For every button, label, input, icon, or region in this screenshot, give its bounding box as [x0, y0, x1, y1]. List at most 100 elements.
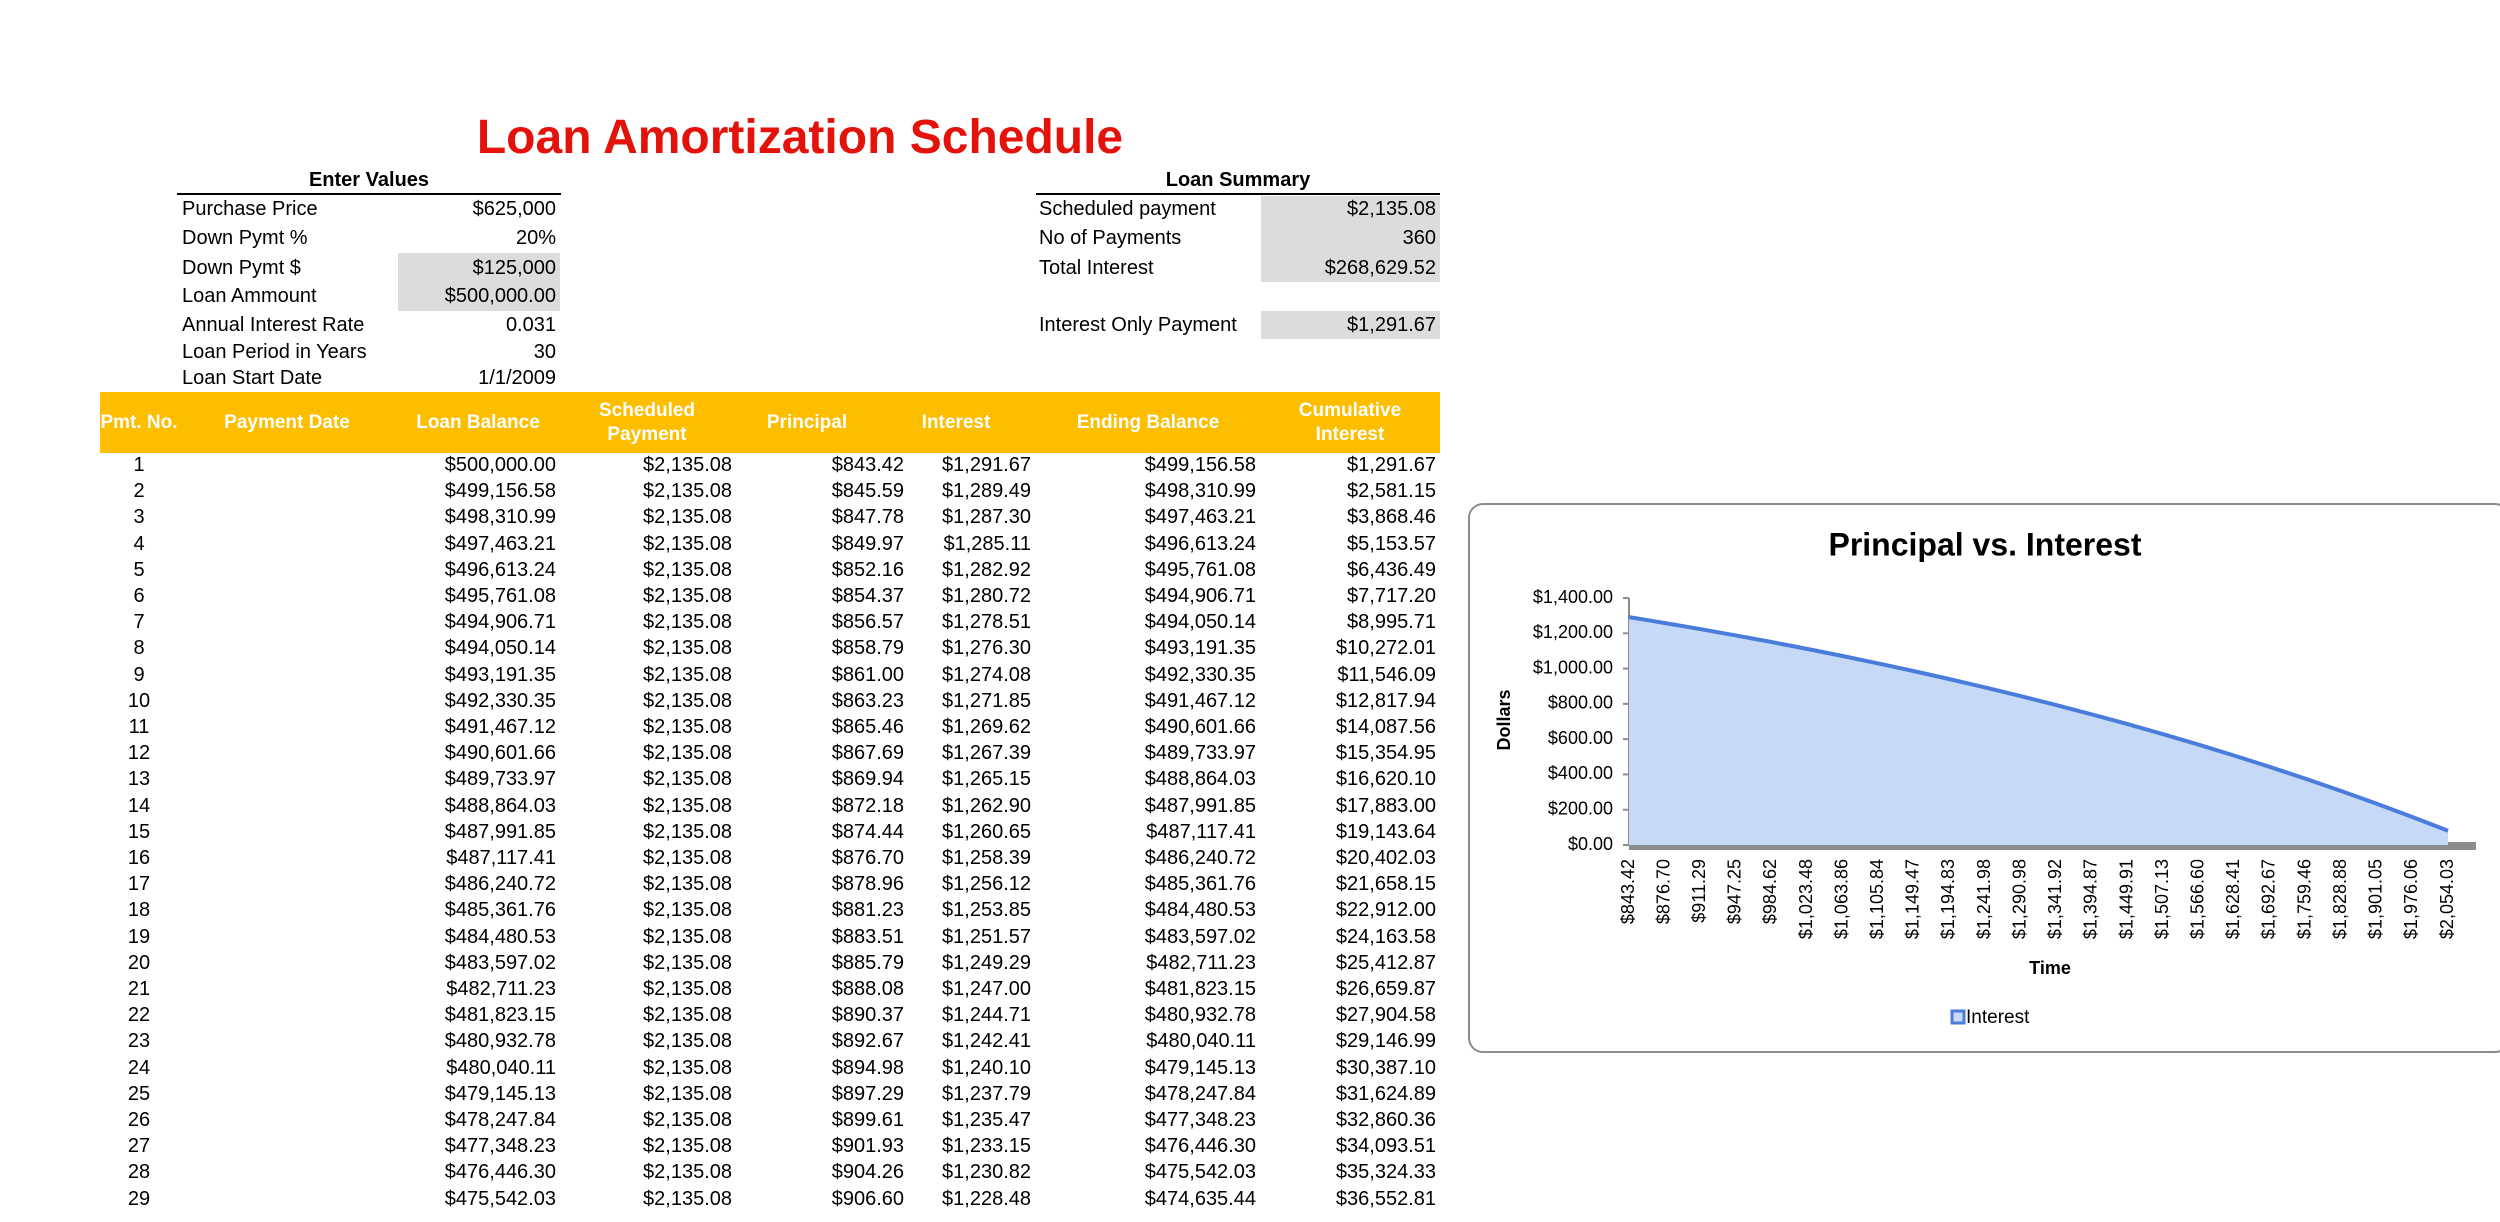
y-tick-label: $200.00: [1548, 798, 1613, 818]
inputs-title: Enter Values: [308, 169, 430, 191]
table-cell: $480,932.78: [444, 1030, 556, 1053]
table-cell: $2,135.08: [643, 925, 732, 948]
table-cell: $475,542.03: [444, 1187, 556, 1210]
table-cell: $499,156.58: [1144, 454, 1256, 476]
table-cell: $1,230.82: [942, 1161, 1031, 1184]
table-cell: $1,260.65: [942, 820, 1031, 843]
table-cell: $1,237.79: [942, 1082, 1031, 1105]
table-cell: 8: [133, 637, 145, 660]
table-cell: 2: [133, 480, 145, 503]
table-cell: $480,040.11: [446, 1056, 556, 1079]
table-cell: $881.23: [831, 899, 904, 922]
table-cell: $847.78: [831, 506, 904, 529]
table-cell: 14: [127, 794, 151, 817]
table-cell: $491,467.12: [444, 716, 556, 738]
table-cell: 6: [133, 585, 145, 607]
x-tick-label: $947.25: [1725, 859, 1745, 924]
y-tick-label: $1,400.00: [1533, 587, 1613, 607]
summary-value: $1,291.67: [1347, 314, 1436, 336]
table-cell: $1,228.48: [942, 1187, 1031, 1210]
x-tick-label: $1,023.48: [1796, 859, 1816, 939]
table-cell: $1,285.11: [943, 532, 1032, 555]
column-header: Principal: [766, 411, 848, 433]
table-cell: $849.97: [831, 532, 904, 555]
table-cell: $1,276.30: [942, 637, 1031, 660]
x-tick-label: $1,149.47: [1903, 859, 1923, 939]
table-cell: $858.79: [831, 637, 904, 660]
summary-cell-bg: [1261, 196, 1440, 282]
table-cell: $1,253.85: [942, 899, 1031, 922]
table-header-band: [100, 392, 1440, 453]
input-label: Loan Start Date: [182, 367, 323, 389]
table-cell: $493,191.35: [1144, 637, 1256, 660]
table-cell: $485,361.76: [444, 899, 556, 922]
table-cell: $488,864.03: [444, 794, 556, 817]
y-tick-label: $0.00: [1568, 834, 1613, 854]
table-cell: $1,256.12: [942, 873, 1031, 896]
table-cell: $476,446.30: [444, 1161, 556, 1184]
table-cell: $2,135.08: [643, 1004, 732, 1027]
column-header: Pmt. No.: [100, 411, 178, 433]
table-cell: $861.00: [831, 663, 904, 686]
table-cell: $2,135.08: [643, 873, 732, 896]
table-cell: $1,249.29: [942, 951, 1031, 974]
table-cell: $2,135.08: [643, 820, 732, 843]
x-tick-label: $2,054.03: [2437, 859, 2457, 939]
x-tick-label: $1,394.87: [2081, 859, 2101, 939]
y-tick-label: $600.00: [1548, 728, 1613, 748]
table-cell: $1,262.90: [942, 794, 1031, 817]
table-cell: 23: [127, 1030, 151, 1053]
table-cell: $845.59: [831, 480, 904, 503]
table-cell: $21,658.15: [1335, 873, 1436, 896]
table-cell: $486,240.72: [1144, 847, 1256, 869]
table-cell: 1: [133, 454, 145, 476]
summary-value: $268,629.52: [1324, 257, 1436, 279]
underline: [1036, 193, 1440, 195]
table-cell: $11,546.09: [1337, 663, 1436, 686]
table-cell: 10: [127, 689, 151, 712]
table-cell: $481,823.15: [1144, 978, 1256, 1000]
table-cell: $1,251.57: [942, 925, 1031, 948]
table-cell: $2,135.08: [643, 1161, 732, 1184]
input-label: Loan Ammount: [182, 285, 317, 307]
table-cell: $1,258.39: [942, 847, 1031, 869]
table-cell: $477,348.23: [444, 1135, 556, 1158]
table-cell: $2,135.08: [643, 1082, 732, 1105]
table-cell: $17,883.00: [1335, 794, 1436, 817]
x-tick-label: $1,507.13: [2152, 859, 2172, 939]
x-tick-label: $1,976.06: [2401, 859, 2421, 939]
table-cell: $2,135.08: [643, 558, 732, 581]
summary-label: No of Payments: [1039, 227, 1182, 249]
y-tick-label: $800.00: [1548, 693, 1613, 713]
table-cell: $479,145.13: [444, 1082, 556, 1105]
table-cell: $892.67: [831, 1030, 904, 1053]
table-cell: $26,659.87: [1335, 978, 1436, 1000]
table-cell: $854.37: [831, 585, 904, 607]
x-tick-label: $984.62: [1760, 859, 1780, 924]
table-cell: $36,552.81: [1335, 1187, 1436, 1210]
summary-label: Interest Only Payment: [1039, 314, 1237, 336]
table-cell: $12,817.94: [1335, 689, 1436, 712]
table-cell: $856.57: [831, 611, 904, 634]
table-cell: 4: [133, 532, 145, 555]
table-cell: $1,289.49: [942, 480, 1031, 503]
table-cell: $2,135.08: [643, 742, 732, 765]
table-cell: $2,135.08: [643, 454, 732, 476]
x-axis-label: Time: [2029, 958, 2071, 978]
input-value: 30: [533, 341, 556, 363]
column-header: Interest: [921, 411, 991, 433]
table-cell: $874.44: [831, 820, 904, 843]
table-cell: $496,613.24: [1144, 532, 1256, 555]
table-cell: $487,117.41: [1146, 820, 1256, 843]
table-cell: $2,135.08: [643, 611, 732, 634]
table-cell: $14,087.56: [1335, 716, 1436, 738]
table-cell: $492,330.35: [1144, 663, 1256, 686]
table-cell: $5,153.57: [1347, 532, 1436, 555]
table-cell: $474,635.44: [1144, 1187, 1256, 1210]
table-cell: $2,135.08: [643, 794, 732, 817]
legend-label: Interest: [1966, 1007, 2030, 1028]
table-cell: $491,467.12: [1144, 689, 1256, 712]
table-cell: $1,265.15: [942, 768, 1031, 791]
table-cell: $906.60: [831, 1187, 904, 1210]
table-cell: $2,135.08: [643, 978, 732, 1000]
